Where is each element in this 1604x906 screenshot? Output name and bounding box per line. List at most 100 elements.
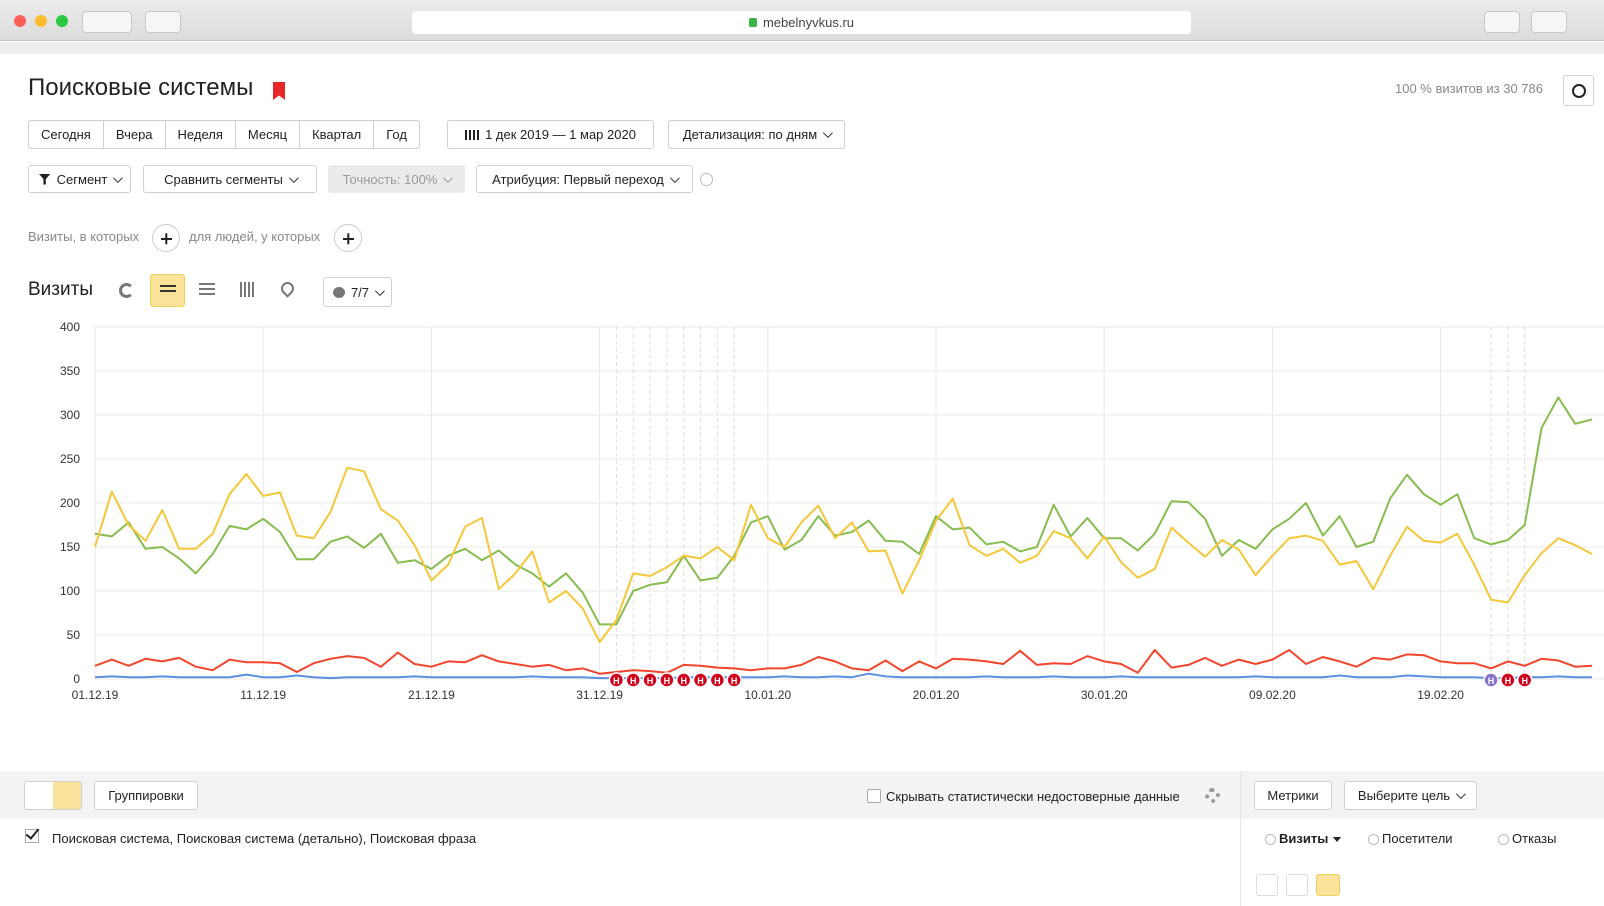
segment-button[interactable]: Сегмент — [28, 165, 131, 193]
sort-arrow[interactable] — [1333, 837, 1341, 846]
line-icon — [160, 285, 176, 292]
add-people-condition[interactable] — [334, 224, 362, 252]
date-range-button[interactable]: 1 дек 2019 — 1 мар 2020 — [447, 120, 654, 149]
column-help-icon[interactable] — [1498, 834, 1509, 845]
view-toggle[interactable] — [24, 781, 82, 810]
comment-icon — [332, 286, 345, 298]
holiday-marker-label: Н — [1505, 676, 1512, 686]
holiday-marker — [1483, 672, 1499, 688]
y-tick-label: 100 — [60, 584, 80, 598]
line-chart: 0 50 100 150 200 250 300 350 400 01.12.19 11.12.19… — [60, 320, 1604, 702]
url: mebelnyvkus.ru — [762, 15, 855, 30]
holiday-marker-label: Н — [647, 676, 654, 686]
line-view-button[interactable] — [150, 274, 185, 307]
x-tick-label: 31.12.19 — [576, 688, 623, 702]
compare: Сравнить сегменты — [164, 171, 283, 187]
compare-button[interactable]: Сравнить сегменты — [143, 165, 317, 193]
holiday-marker-label: Н — [664, 676, 671, 686]
period-button[interactable]: Год — [373, 121, 419, 148]
y-tick-label: 50 — [67, 628, 81, 642]
period-button[interactable]: Неделя — [164, 121, 235, 148]
holiday-marker — [625, 672, 641, 688]
bookmark-icon[interactable] — [273, 82, 285, 100]
close-button[interactable] — [14, 15, 26, 27]
add-visit-condition[interactable] — [152, 224, 180, 252]
dimensions: Поисковая система, Поисковая система (де… — [52, 831, 477, 846]
settings-icon[interactable] — [1205, 788, 1220, 803]
period-button[interactable]: Вчера — [102, 121, 165, 148]
share-button[interactable] — [1484, 11, 1520, 33]
page-title: Поисковые системы — [28, 74, 254, 101]
help-icon[interactable] — [700, 173, 713, 186]
y-tick-label: 150 — [60, 540, 80, 554]
sidebar-button[interactable] — [145, 11, 181, 33]
minimize-button[interactable] — [35, 15, 47, 27]
nav-buttons[interactable] — [82, 11, 132, 33]
column-header[interactable]: Посетители — [1382, 831, 1453, 846]
metrics-button[interactable]: Метрики — [1254, 781, 1332, 810]
series-dropdown[interactable]: 7/7 — [323, 277, 392, 307]
detail-button[interactable]: Детализация: по дням — [668, 120, 845, 149]
column-header[interactable]: Визиты — [1279, 831, 1329, 846]
clock-icon — [1571, 83, 1586, 98]
percent-button[interactable] — [1286, 874, 1308, 896]
detail: Детализация: по дням — [682, 127, 818, 142]
browser-bar: mebelnyvkus.ru — [0, 0, 1604, 41]
history-button[interactable] — [1563, 75, 1594, 106]
column-header[interactable]: Отказы — [1512, 831, 1557, 846]
lock-icon — [748, 18, 757, 27]
period-button[interactable]: Месяц — [234, 121, 299, 148]
attribution-button[interactable]: Атрибуция: Первый переход — [476, 165, 693, 193]
x-tick-label: 21.12.19 — [408, 688, 455, 702]
goal-button[interactable]: Выберите цель — [1344, 781, 1477, 810]
holiday-marker — [709, 672, 726, 688]
chevron — [823, 128, 834, 139]
accuracy: Точность: 100% — [342, 171, 438, 187]
dimensions-checkbox[interactable] — [25, 825, 40, 843]
filter-button[interactable] — [1256, 874, 1278, 896]
x-tick-label: 20.01.20 — [913, 688, 960, 702]
metrics: Метрики — [1267, 788, 1319, 803]
period-button[interactable]: Сегодня — [41, 127, 91, 142]
column-help-icon[interactable] — [1368, 834, 1379, 845]
holiday-marker-label: Н — [731, 676, 738, 686]
series-line — [94, 396, 1593, 626]
holiday-marker-label: Н — [714, 676, 721, 686]
x-tick-label: 11.12.19 — [240, 688, 286, 702]
series-line — [94, 466, 1593, 643]
column-help-icon[interactable] — [1265, 834, 1276, 845]
calendar-icon — [465, 129, 480, 140]
accuracy-button[interactable]: Точность: 100% — [328, 165, 465, 193]
date-range: 1 дек 2019 — 1 мар 2020 — [485, 127, 636, 142]
groupings-button[interactable]: Группировки — [94, 781, 198, 810]
area-view-icon[interactable] — [199, 283, 215, 297]
holiday-marker — [608, 672, 625, 688]
period-button[interactable]: Квартал — [299, 121, 373, 148]
bar-view-icon[interactable] — [240, 282, 255, 297]
bars-button[interactable] — [1316, 874, 1340, 896]
maximize-button[interactable] — [56, 15, 68, 27]
holiday-marker — [675, 672, 692, 688]
holiday-marker — [659, 672, 675, 688]
map-view-icon[interactable] — [278, 279, 297, 298]
chevron — [374, 285, 385, 296]
pie-view-icon[interactable] — [119, 283, 134, 298]
x-tick-label: 01.12.19 — [72, 688, 119, 702]
y-tick-label: 300 — [60, 408, 80, 422]
holiday-marker — [1516, 672, 1533, 688]
holiday-marker — [692, 672, 709, 688]
tab-strip — [0, 42, 1604, 54]
holiday-marker — [642, 672, 658, 688]
attribution: Атрибуция: Первый переход — [492, 171, 664, 187]
y-tick-label: 200 — [60, 496, 80, 510]
hide-checkbox[interactable] — [867, 789, 881, 803]
hide-unreliable: Скрывать статистически недостоверные дан… — [886, 789, 1180, 804]
y-tick-label: 350 — [60, 364, 80, 378]
goal: Выберите цель — [1357, 788, 1451, 803]
holiday-marker — [726, 672, 742, 688]
tabs-button[interactable] — [1531, 11, 1567, 33]
url-bar[interactable]: mebelnyvkus.ru — [412, 11, 1191, 34]
chevron — [288, 172, 299, 183]
